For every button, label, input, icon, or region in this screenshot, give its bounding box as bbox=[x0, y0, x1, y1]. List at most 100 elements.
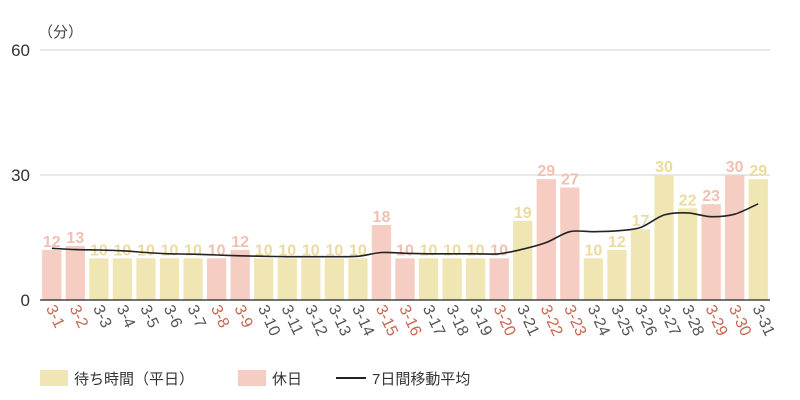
legend-item-holiday: 休日 bbox=[238, 368, 302, 388]
x-tick-label: 3-21 bbox=[513, 303, 542, 339]
bar-weekday bbox=[465, 258, 486, 300]
bar-holiday bbox=[701, 204, 721, 300]
x-tick-label: 3-24 bbox=[584, 303, 613, 339]
x-tick-label: 3-27 bbox=[654, 303, 683, 339]
bar-weekday bbox=[677, 208, 698, 300]
bar-weekday bbox=[324, 258, 345, 300]
bar-value-label: 23 bbox=[702, 188, 720, 205]
bar-value-label: 10 bbox=[443, 242, 461, 259]
bar-value-label: 10 bbox=[420, 242, 438, 259]
bar-holiday bbox=[725, 175, 745, 300]
legend-item-moving-average: 7日間移動平均 bbox=[336, 368, 470, 388]
bar-weekday bbox=[254, 258, 274, 300]
bar-value-label: 19 bbox=[514, 205, 532, 222]
bar-weekday bbox=[301, 258, 321, 300]
bar-holiday bbox=[371, 225, 392, 300]
bar-value-label: 10 bbox=[184, 242, 202, 259]
legend-item-weekday: 待ち時間（平日） bbox=[40, 368, 194, 388]
legend-label-holiday: 休日 bbox=[272, 370, 303, 388]
bar-value-label: 22 bbox=[679, 192, 697, 209]
x-tick-label: 3-5 bbox=[136, 303, 161, 331]
bar-value-label: 12 bbox=[43, 234, 61, 251]
bar-value-label: 10 bbox=[161, 242, 179, 259]
x-axis-ticks: 3-13-23-33-43-53-63-73-83-93-103-113-123… bbox=[42, 303, 777, 339]
x-tick-label: 3-4 bbox=[113, 303, 138, 331]
x-tick-label: 3-6 bbox=[160, 303, 185, 331]
x-tick-label: 3-10 bbox=[254, 303, 283, 339]
x-tick-label: 3-31 bbox=[749, 303, 778, 339]
bar-holiday bbox=[206, 258, 227, 300]
legend-label-weekday: 待ち時間（平日） bbox=[74, 370, 195, 388]
x-tick-label: 3-18 bbox=[442, 303, 471, 339]
bar-weekday bbox=[513, 220, 533, 300]
x-tick-label: 3-25 bbox=[607, 303, 636, 339]
x-tick-label: 3-22 bbox=[537, 303, 566, 339]
x-tick-label: 3-16 bbox=[395, 303, 424, 339]
bar-value-label: 29 bbox=[749, 163, 767, 180]
bar-value-label: 12 bbox=[608, 234, 626, 251]
bar-value-label: 10 bbox=[302, 242, 320, 259]
bar-value-label: 13 bbox=[66, 230, 84, 247]
x-tick-label: 3-28 bbox=[678, 303, 707, 339]
bar-value-label: 18 bbox=[373, 209, 391, 226]
bar-holiday bbox=[489, 258, 509, 300]
bar-chart: 0 30 60 （分） 12 13 10 10 10 10 10 10 12 10 10 10 10 10 18… bbox=[11, 24, 778, 339]
x-tick-label: 3-1 bbox=[42, 303, 67, 331]
x-tick-label: 3-12 bbox=[301, 303, 330, 339]
bar-weekday bbox=[348, 258, 368, 300]
x-tick-label: 3-20 bbox=[490, 303, 519, 339]
bar-weekday bbox=[159, 258, 180, 300]
bar-value-label: 12 bbox=[231, 234, 249, 251]
legend-line-moving-average bbox=[336, 377, 366, 379]
legend-label-moving-average: 7日間移動平均 bbox=[372, 370, 471, 388]
y-axis-ticks: 0 30 60 bbox=[11, 41, 30, 310]
bar-value-label: 10 bbox=[255, 242, 273, 259]
bar-weekday bbox=[630, 229, 651, 300]
x-tick-label: 3-15 bbox=[372, 303, 401, 339]
bar-holiday bbox=[395, 258, 415, 300]
bar-holiday bbox=[65, 245, 85, 300]
bar-value-label: 10 bbox=[208, 242, 226, 259]
bar-weekday bbox=[418, 258, 439, 300]
bar-holiday bbox=[230, 250, 250, 300]
bar-weekday bbox=[654, 175, 674, 300]
bar-holiday bbox=[42, 250, 62, 300]
bar-weekday bbox=[136, 258, 156, 300]
x-tick-label: 3-14 bbox=[348, 303, 377, 339]
x-tick-label: 3-17 bbox=[419, 303, 448, 339]
bar-value-label: 10 bbox=[137, 242, 155, 259]
x-tick-label: 3-23 bbox=[560, 303, 589, 339]
legend-swatch-holiday bbox=[238, 370, 266, 386]
bar-holiday bbox=[536, 179, 556, 300]
bar-weekday bbox=[89, 258, 109, 300]
y-tick-label: 0 bbox=[21, 291, 30, 310]
x-tick-label: 3-29 bbox=[702, 303, 731, 339]
bars bbox=[42, 175, 768, 300]
bar-value-label: 30 bbox=[726, 159, 744, 176]
x-tick-label: 3-7 bbox=[183, 303, 208, 331]
legend: 待ち時間（平日） 休日 7日間移動平均 bbox=[0, 362, 800, 392]
legend-swatch-weekday bbox=[40, 370, 68, 386]
bar-weekday bbox=[112, 258, 133, 300]
bar-value-label: 10 bbox=[584, 242, 602, 259]
bar-value-label: 30 bbox=[655, 159, 673, 176]
bar-value-label: 10 bbox=[396, 242, 414, 259]
bar-value-label: 27 bbox=[561, 172, 579, 189]
bar-weekday bbox=[277, 258, 297, 300]
bar-weekday bbox=[583, 258, 604, 300]
y-tick-label: 60 bbox=[11, 41, 30, 60]
x-tick-label: 3-8 bbox=[207, 303, 232, 331]
grid-lines bbox=[40, 49, 770, 176]
bar-holiday bbox=[560, 187, 580, 300]
x-tick-label: 3-26 bbox=[631, 303, 660, 339]
bar-value-label: 10 bbox=[325, 242, 343, 259]
bar-value-label: 10 bbox=[467, 242, 485, 259]
bar-weekday bbox=[442, 258, 462, 300]
y-axis-unit-label: （分） bbox=[38, 24, 83, 41]
bar-value-label: 10 bbox=[490, 242, 508, 259]
x-tick-label: 3-13 bbox=[325, 303, 354, 339]
bar-weekday bbox=[607, 250, 627, 300]
bar-value-label: 10 bbox=[90, 242, 108, 259]
x-tick-label: 3-3 bbox=[89, 303, 114, 331]
y-tick-label: 30 bbox=[11, 166, 30, 185]
